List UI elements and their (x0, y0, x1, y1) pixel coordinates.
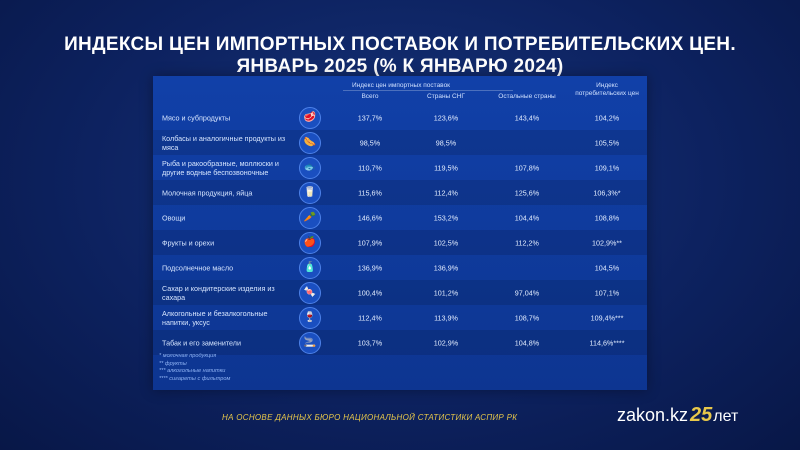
cell-total: 115,6% (358, 188, 382, 197)
row-category-name: Подсолнечное масло (162, 263, 234, 272)
cell-cpi: 108,8% (594, 213, 620, 222)
cell-cpi: 106,3%* (593, 188, 621, 197)
row-category-name: Овощи (162, 213, 186, 222)
cell-cis: 102,5% (433, 238, 459, 247)
cell-total: 98,5% (359, 138, 381, 147)
row-category-name: Алкогольные и безалкогольные напитки, ук… (162, 308, 268, 327)
import-index-group-header: Индекс цен импортных поставок (351, 82, 451, 89)
cell-other: 97,04% (514, 288, 540, 297)
cell-cpi: 107,1% (594, 288, 620, 297)
dairy-eggs-icon: 🥛 (299, 181, 321, 204)
logo-site-name: zakon.kz (617, 405, 689, 425)
fruits-nuts-icon: 🍎 (299, 231, 321, 254)
cpi-header-line-2: потребительских цен (575, 90, 639, 97)
table-row: Рыба и ракообразные, моллюски и другие в… (153, 155, 647, 180)
logo-anniversary-number: 25 (690, 404, 713, 426)
cell-total: 103,7% (357, 338, 383, 347)
table-row: Молочная продукция, яйца 🥛 115,6% 112,4% 125… (153, 180, 647, 205)
col-header-other: Остальные страны (498, 93, 556, 100)
footnotes: * молочная продукция ** фрукты *** алког… (159, 353, 230, 383)
sugar-icon: 🍬 (299, 281, 321, 304)
cell-total: 112,4% (358, 313, 382, 322)
cell-other: 108,7% (514, 313, 540, 322)
col-header-cis: Страны СНГ (427, 93, 465, 100)
cell-cis: 101,2% (433, 288, 459, 297)
cell-cpi: 104,5% (594, 263, 620, 272)
cell-cis: 153,2% (433, 213, 459, 222)
cell-cpi: 102,9%** (592, 238, 622, 247)
cell-total: 107,9% (357, 238, 383, 247)
cell-other: 112,2% (515, 238, 539, 247)
data-source-note: НА ОСНОВЕ ДАННЫХ БЮРО НАЦИОНАЛЬНОЙ СТАТИ… (222, 413, 518, 422)
row-category-name: Молочная продукция, яйца (162, 188, 253, 197)
cell-other: 104,4% (514, 213, 540, 222)
cell-cis: 112,4% (434, 188, 458, 197)
footnote: * молочная продукция (159, 353, 217, 359)
table-row: Колбасы и аналогичные продукты из мяса 🌭 9… (153, 130, 647, 155)
table-row: Фрукты и орехи 🍎 107,9% 102,5% 112,2% 102,9%*… (153, 230, 647, 255)
cell-cis: 136,9% (433, 263, 459, 272)
cell-cis: 119,5% (434, 163, 458, 172)
title-line-1: ИНДЕКСЫ ЦЕН ИМПОРТНЫХ ПОСТАВОК И ПОТРЕБИ… (64, 34, 736, 55)
vegetables-icon: 🥕 (299, 206, 321, 229)
sausage-icon: 🌭 (299, 131, 321, 154)
cell-cpi: 104,2% (594, 113, 620, 122)
oil-bottle-icon: 🧴 (299, 256, 321, 279)
title-line-2: ЯНВАРЬ 2025 (% К ЯНВАРЮ 2024) (236, 56, 564, 77)
page-title: ИНДЕКСЫ ЦЕН ИМПОРТНЫХ ПОСТАВОК И ПОТРЕБИ… (0, 34, 800, 78)
row-category-name: Колбасы и аналогичные продукты из мяса (162, 133, 286, 152)
cell-other: 104,8% (514, 338, 540, 347)
zakon-kz-logo: zakon.kz 25 лет (617, 404, 738, 430)
footnote: *** алкогольные напитки (159, 368, 226, 375)
cpi-header-line-1: Индекс (596, 82, 618, 89)
header-divider (343, 90, 513, 91)
table-row: Подсолнечное масло 🧴 136,9% 136,9% 104,5% (153, 255, 647, 280)
row-category-name: Мясо и субпродукты (162, 113, 231, 122)
row-category-name: Рыба и ракообразные, моллюски и другие в… (162, 158, 279, 177)
row-category-name: Сахар и кондитерские изделия из сахара (162, 283, 275, 302)
cell-other: 125,6% (514, 188, 540, 197)
col-header-cpi: Индекс потребительских цен (575, 82, 639, 98)
row-category-name: Табак и его заменители (162, 338, 242, 347)
cell-cis: 123,6% (433, 113, 459, 122)
cell-cpi: 109,1% (594, 163, 620, 172)
drinks-icon: 🍷 (299, 306, 321, 329)
fish-icon: 🐟 (299, 156, 321, 179)
cell-cpi: 114,6%**** (589, 338, 625, 347)
tobacco-icon: 🚬 (299, 331, 321, 354)
cell-total: 136,9% (357, 263, 383, 272)
meat-icon: 🥩 (299, 106, 321, 129)
col-header-total: Всего (361, 93, 379, 100)
cell-other: 107,8% (514, 163, 540, 172)
cell-total: 137,7% (357, 113, 383, 122)
cell-total: 100,4% (357, 288, 383, 297)
cell-total: 146,6% (357, 213, 383, 222)
cell-cis: 98,5% (435, 138, 457, 147)
table-row: Сахар и кондитерские изделия из сахара 🍬 1… (153, 280, 647, 305)
footnote: **** сигареты с фильтром (159, 375, 231, 382)
table-header: Индекс цен импортных поставок Всего Стра… (153, 76, 647, 104)
table-row: Алкогольные и безалкогольные напитки, ук… (153, 305, 647, 330)
table-row: Овощи 🥕 146,6% 153,2% 104,4% 108,8% (153, 205, 647, 230)
cell-total: 110,7% (358, 163, 382, 172)
table-row: Мясо и субпродукты 🥩 137,7% 123,6% 143,4% 104… (153, 105, 647, 130)
cell-cpi: 105,5% (594, 138, 620, 147)
cell-cis: 113,9% (434, 313, 458, 322)
footnote: ** фрукты (159, 360, 187, 367)
cell-cpi: 109,4%*** (590, 313, 624, 322)
cell-cis: 102,9% (433, 338, 459, 347)
table-row: Табак и его заменители 🚬 103,7% 102,9% 104,8… (153, 330, 647, 355)
price-index-table: Индекс цен импортных поставок Всего Стра… (153, 76, 647, 390)
logo-anniversary-suffix: лет (713, 408, 739, 425)
cell-other: 143,4% (514, 113, 540, 122)
row-category-name: Фрукты и орехи (162, 238, 215, 247)
